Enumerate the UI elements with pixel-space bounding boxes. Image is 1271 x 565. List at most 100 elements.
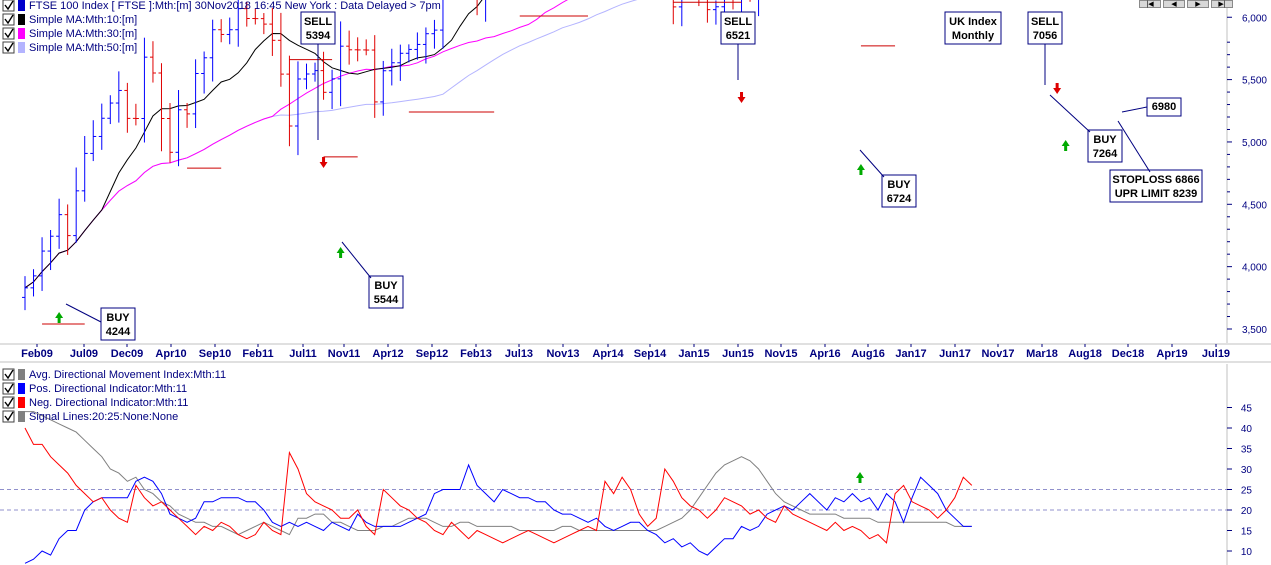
checkmark-icon	[4, 42, 14, 53]
buy-annotation-6724-box	[881, 174, 917, 208]
dmi-legend-checkbox[interactable]	[2, 396, 15, 409]
ohlc-bar	[56, 198, 63, 249]
dmi-legend-item: Neg. Directional Indicator:Mth:11	[2, 396, 188, 409]
price-legend-checkbox[interactable]	[2, 0, 15, 12]
price-axis: 3,5004,0004,5005,0005,5006,0006,5007,000…	[1227, 13, 1267, 336]
ohlc-bar	[758, 0, 760, 17]
dmi-tick-label: 20	[1241, 506, 1253, 517]
buy-arrow-icon	[55, 312, 64, 323]
dmi-tick-label: 10	[1241, 547, 1253, 558]
buy-annotation-5544-line2: 5544	[374, 294, 399, 306]
ohlc-bar	[167, 103, 174, 163]
ohlc-bar	[39, 237, 46, 291]
ohlc-bar	[22, 276, 28, 311]
buy-arrow-icon	[856, 164, 865, 175]
ohlc-bar	[439, 0, 444, 49]
checkmark-icon	[4, 397, 14, 408]
sell-annotation-6521: SELL 6521	[720, 11, 756, 45]
ohlc-bar	[132, 103, 139, 126]
dmi-legend-checkbox[interactable]	[2, 382, 15, 395]
stoploss-annotation-line1: STOPLOSS 6866	[1112, 174, 1199, 186]
ohlc-bar	[485, 0, 487, 22]
buy-arrow-icon	[1061, 140, 1070, 151]
dmi-legend-label: Pos. Directional Indicator:Mth:11	[29, 383, 187, 395]
nav-first-button[interactable]: |◀	[1139, 0, 1161, 8]
annotation-connector	[1121, 106, 1148, 113]
dmi-legend-item: Avg. Directional Movement Index:Mth:11	[2, 368, 226, 381]
ma10-line	[24, 0, 483, 289]
dmi-tick-label: 45	[1241, 404, 1253, 415]
nav-prev-button[interactable]: ◀	[1163, 0, 1185, 8]
ohlc-bar	[81, 136, 88, 202]
nav-next-button[interactable]: ▶	[1187, 0, 1209, 8]
date-tick-label: Dec09	[111, 348, 143, 360]
ohlc-bar	[192, 59, 199, 129]
annotation-connector	[859, 149, 885, 178]
nav-last-button[interactable]: ▶|	[1211, 0, 1233, 8]
buy-arrow-icon	[336, 247, 345, 258]
price-tick-label: 3,500	[1242, 325, 1267, 336]
price-legend-label: Simple MA:Mth:50:[m]	[29, 42, 137, 54]
dmi-legend-swatch	[18, 383, 25, 394]
checkmark-icon	[4, 28, 14, 39]
price-legend-checkbox[interactable]	[2, 27, 15, 40]
annotations: SELL 5394 SELL 6521 UK Index Monthly SELL 7056 B…	[55, 11, 1203, 483]
buy-annotation-7264: BUY 7264	[1087, 129, 1123, 163]
sell-annotation-5394-box	[300, 11, 336, 45]
price-tick-label: 4,000	[1242, 263, 1267, 274]
price-legend-checkbox[interactable]	[2, 41, 15, 54]
ohlc-bar	[741, 0, 743, 26]
buy-annotation-5544: BUY 5544	[368, 275, 404, 309]
date-tick-label: Jul13	[505, 348, 533, 360]
ohlc-bar	[201, 51, 208, 94]
price-plot	[22, 0, 896, 325]
date-tick-label: Mar18	[1026, 348, 1058, 360]
ohlc-bar	[431, 19, 438, 49]
sell-arrow-icon	[737, 92, 746, 103]
ohlc-bar	[294, 61, 301, 156]
ohlc-bar	[141, 37, 148, 143]
sell-annotation-7056-box	[1027, 11, 1063, 45]
dmi-legend-label: Neg. Directional Indicator:Mth:11	[29, 397, 188, 409]
price-legend-checkbox[interactable]	[2, 13, 15, 26]
date-tick-label: Feb11	[242, 348, 273, 360]
uk-index-label: UK Index Monthly	[944, 11, 1002, 45]
date-tick-label: Sep12	[416, 348, 448, 360]
dmi-tick-label: 30	[1241, 465, 1253, 476]
price-tick-label: 5,500	[1242, 76, 1267, 87]
ohlc-bar	[397, 44, 404, 81]
date-tick-label: Sep14	[634, 348, 667, 360]
date-tick-label: Nov15	[764, 348, 797, 360]
ohlc-bar	[476, 0, 478, 16]
date-tick-label: Jul19	[1202, 348, 1230, 360]
checkmark-icon	[4, 14, 14, 25]
dmi-legend-checkbox[interactable]	[2, 410, 15, 423]
dmi-legend-swatch	[18, 369, 25, 380]
buy-annotation-4244-line1: BUY	[106, 312, 130, 324]
checkmark-icon	[4, 369, 14, 380]
dmi-plot	[0, 411, 1227, 564]
price-label-6980: 6980	[1146, 97, 1182, 117]
date-tick-label: Dec18	[1112, 348, 1144, 360]
ohlc-bar	[277, 12, 284, 87]
checkmark-icon	[4, 411, 14, 422]
buy-annotation-6724-line1: BUY	[887, 179, 911, 191]
dmi-legend-checkbox[interactable]	[2, 368, 15, 381]
dmi-legend-item: Pos. Directional Indicator:Mth:11	[2, 382, 187, 395]
date-tick-label: Apr16	[809, 348, 840, 360]
uk-index-label-line1: UK Index	[949, 16, 998, 28]
date-tick-label: Jun17	[939, 348, 971, 360]
checkmark-icon	[4, 0, 14, 11]
ohlc-bar	[706, 0, 711, 23]
date-tick-label: Feb13	[460, 348, 492, 360]
buy-annotation-4244-box	[100, 307, 136, 341]
ohlc-bar	[354, 37, 361, 62]
dmi-axis: 10 15 20 25 30 35 40 45	[1227, 404, 1253, 558]
ohlc-bar	[422, 27, 429, 64]
dmi-legend-item: Signal Lines:20:25:None:None	[2, 410, 178, 423]
date-tick-label: Nov17	[981, 348, 1014, 360]
price-label-6980-line1: 6980	[1152, 101, 1176, 113]
price-legend-swatch	[18, 14, 25, 25]
sell-annotation-6521-line1: SELL	[724, 16, 752, 28]
